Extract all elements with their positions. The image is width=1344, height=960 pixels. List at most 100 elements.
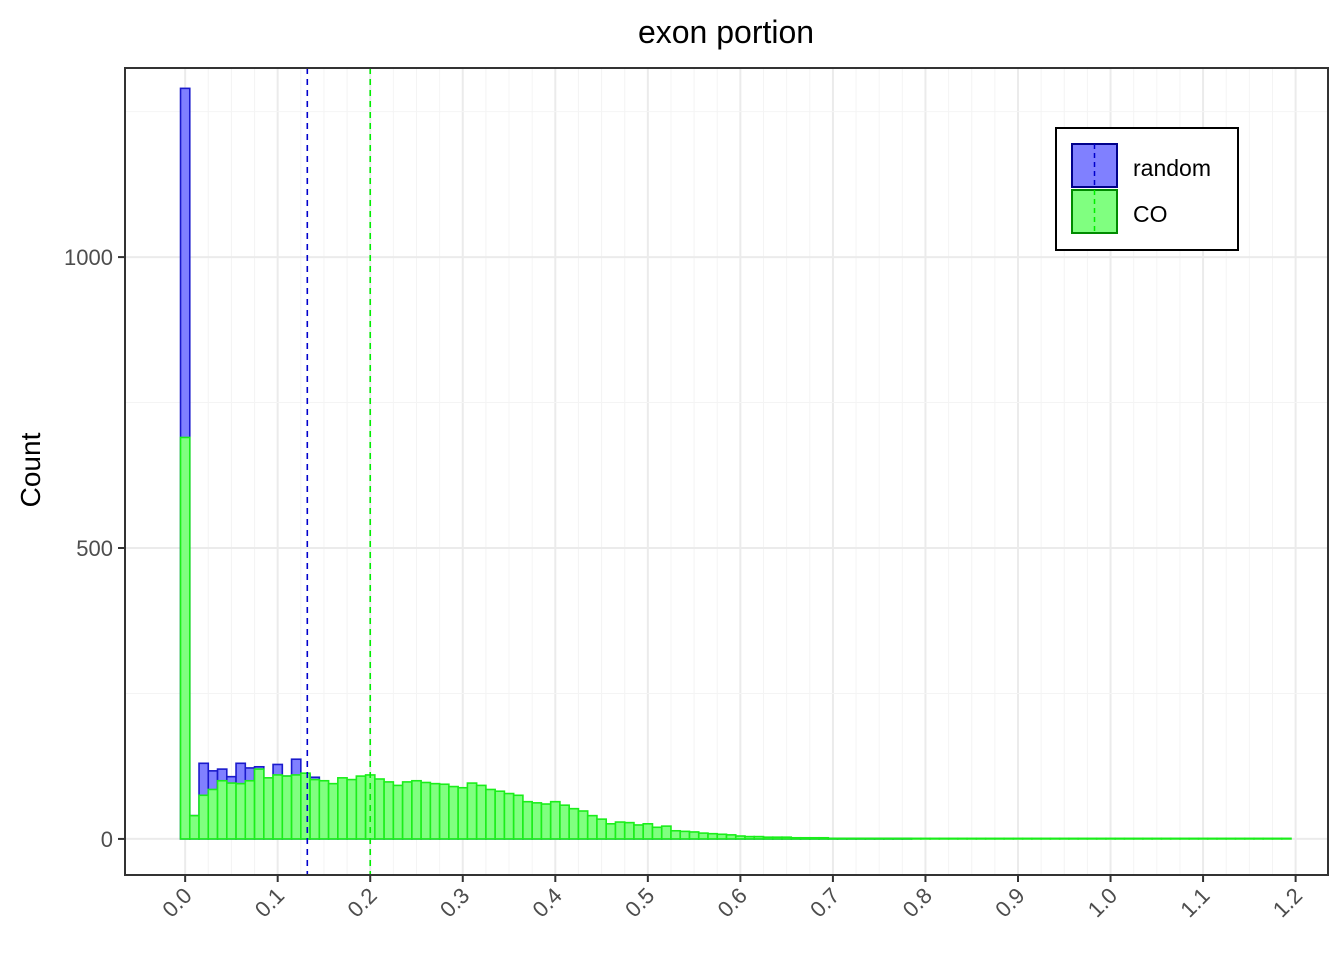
x-tick-label: 0.3 — [435, 883, 474, 922]
histogram-bar-co — [873, 837, 885, 840]
histogram-bar-co — [901, 837, 913, 840]
x-tick-label: 0.5 — [620, 883, 659, 922]
histogram-bar-co — [475, 784, 487, 840]
histogram-bar-co — [337, 777, 348, 840]
histogram-bar-co — [1271, 837, 1283, 840]
histogram-bar-co — [864, 837, 876, 840]
histogram-bar-co — [790, 836, 802, 840]
histogram-bar-co — [207, 788, 219, 840]
histogram-bar-co — [1114, 837, 1126, 840]
x-tick-label: 0.9 — [990, 883, 1029, 922]
histogram-bar-co — [457, 786, 469, 840]
x-tick-label: 0.2 — [342, 883, 381, 922]
histogram-bar-co — [586, 814, 598, 840]
histogram-bar-co — [374, 778, 385, 840]
histogram-bar-co — [235, 782, 247, 840]
histogram-bar-co — [1169, 837, 1181, 840]
histogram-bar-co — [411, 779, 422, 840]
histogram-bar-co — [1280, 837, 1292, 840]
histogram-bar-co — [818, 836, 830, 840]
histogram-bar-co — [327, 782, 339, 840]
legend-label-co: CO — [1133, 201, 1168, 227]
histogram-bar-co — [836, 837, 848, 840]
histogram-bar-co — [623, 821, 635, 840]
histogram-bar-co — [1142, 837, 1153, 840]
x-tick-label: 0.8 — [898, 883, 937, 922]
histogram-bar-co — [808, 836, 820, 840]
x-tick-label: 0.6 — [713, 883, 752, 922]
histogram-bar-co — [614, 821, 626, 840]
histogram-bar-co — [697, 832, 709, 840]
series-random-bars — [179, 87, 913, 840]
x-tick-label: 1.2 — [1268, 883, 1307, 922]
histogram-bar-co — [1123, 837, 1135, 840]
x-tick-label: 0.4 — [528, 883, 567, 922]
histogram-bar-co — [179, 436, 191, 840]
histogram-bar-co — [392, 784, 404, 840]
histogram-bar-co — [975, 837, 987, 840]
y-axis-label: Count — [15, 432, 46, 507]
histogram-bar-co — [1253, 837, 1265, 840]
histogram-bar-co — [1206, 837, 1218, 840]
histogram-bar-co — [883, 837, 894, 840]
histogram-bar-co — [660, 825, 672, 840]
histogram-bar-co — [448, 785, 459, 840]
histogram-bar-co — [1151, 837, 1163, 840]
mean-lines — [306, 68, 372, 875]
histogram-bar-co — [485, 788, 496, 840]
x-tick-label: 1.1 — [1175, 883, 1214, 922]
histogram-bar-co — [346, 778, 358, 840]
histogram-bar-co — [707, 832, 719, 840]
histogram-bar-co — [827, 837, 839, 840]
histogram-bar-co — [188, 814, 200, 840]
histogram-bar-co — [1105, 837, 1116, 840]
histogram-bar-co — [781, 836, 793, 840]
histogram-bar-co — [383, 781, 395, 840]
histogram-bar-co — [559, 804, 570, 840]
histogram-bar-co — [503, 792, 515, 840]
histogram-bar-co — [253, 768, 265, 840]
legend-label-random: random — [1133, 155, 1211, 181]
histogram-bar-co — [744, 835, 756, 840]
histogram-bar-co — [1160, 837, 1172, 840]
histogram-bar-co — [734, 835, 746, 840]
histogram-bar-co — [244, 779, 256, 840]
histogram-bar-co — [512, 794, 524, 840]
histogram-bar-co — [1068, 837, 1079, 840]
series-co-bars — [179, 436, 1292, 840]
histogram-bar-co — [318, 779, 330, 840]
histogram-bar-co — [947, 837, 959, 840]
x-tick-label: 0.7 — [805, 883, 844, 922]
histogram-bar-co — [225, 782, 237, 840]
histogram-bar-co — [688, 831, 700, 840]
histogram-bar-co — [1095, 837, 1107, 840]
y-tick-label: 0 — [101, 827, 113, 852]
y-tick-label: 500 — [76, 536, 113, 561]
histogram-bar-co — [605, 822, 617, 840]
histogram-bar-co — [1040, 837, 1052, 840]
histogram-bar-co — [355, 775, 367, 840]
histogram-bar-co — [957, 837, 968, 840]
histogram-bar-co — [596, 818, 608, 840]
histogram-bar-co — [540, 803, 552, 840]
histogram-bar-co — [568, 807, 580, 840]
histogram-bar-co — [799, 836, 811, 840]
plot-border — [124, 67, 1329, 876]
histogram-bar-co — [429, 782, 441, 840]
histogram-bar-co — [1086, 837, 1098, 840]
histogram-bar-co — [753, 835, 765, 840]
histogram-bar-co — [1021, 837, 1033, 840]
histogram-bar-co — [1197, 837, 1209, 840]
histogram-bar-co — [281, 775, 293, 840]
histogram-bar-co — [725, 834, 737, 840]
histogram-bar-co — [1179, 837, 1190, 840]
histogram-bar-co — [522, 800, 533, 840]
histogram-bar-co — [762, 836, 774, 840]
x-tick-label: 0.1 — [250, 883, 289, 922]
histogram-bar-co — [1012, 837, 1024, 840]
histogram-bar-co — [892, 837, 904, 840]
histogram-bar-co — [910, 837, 922, 840]
histogram-bar-co — [290, 774, 302, 840]
histogram-bar-co — [216, 779, 228, 840]
